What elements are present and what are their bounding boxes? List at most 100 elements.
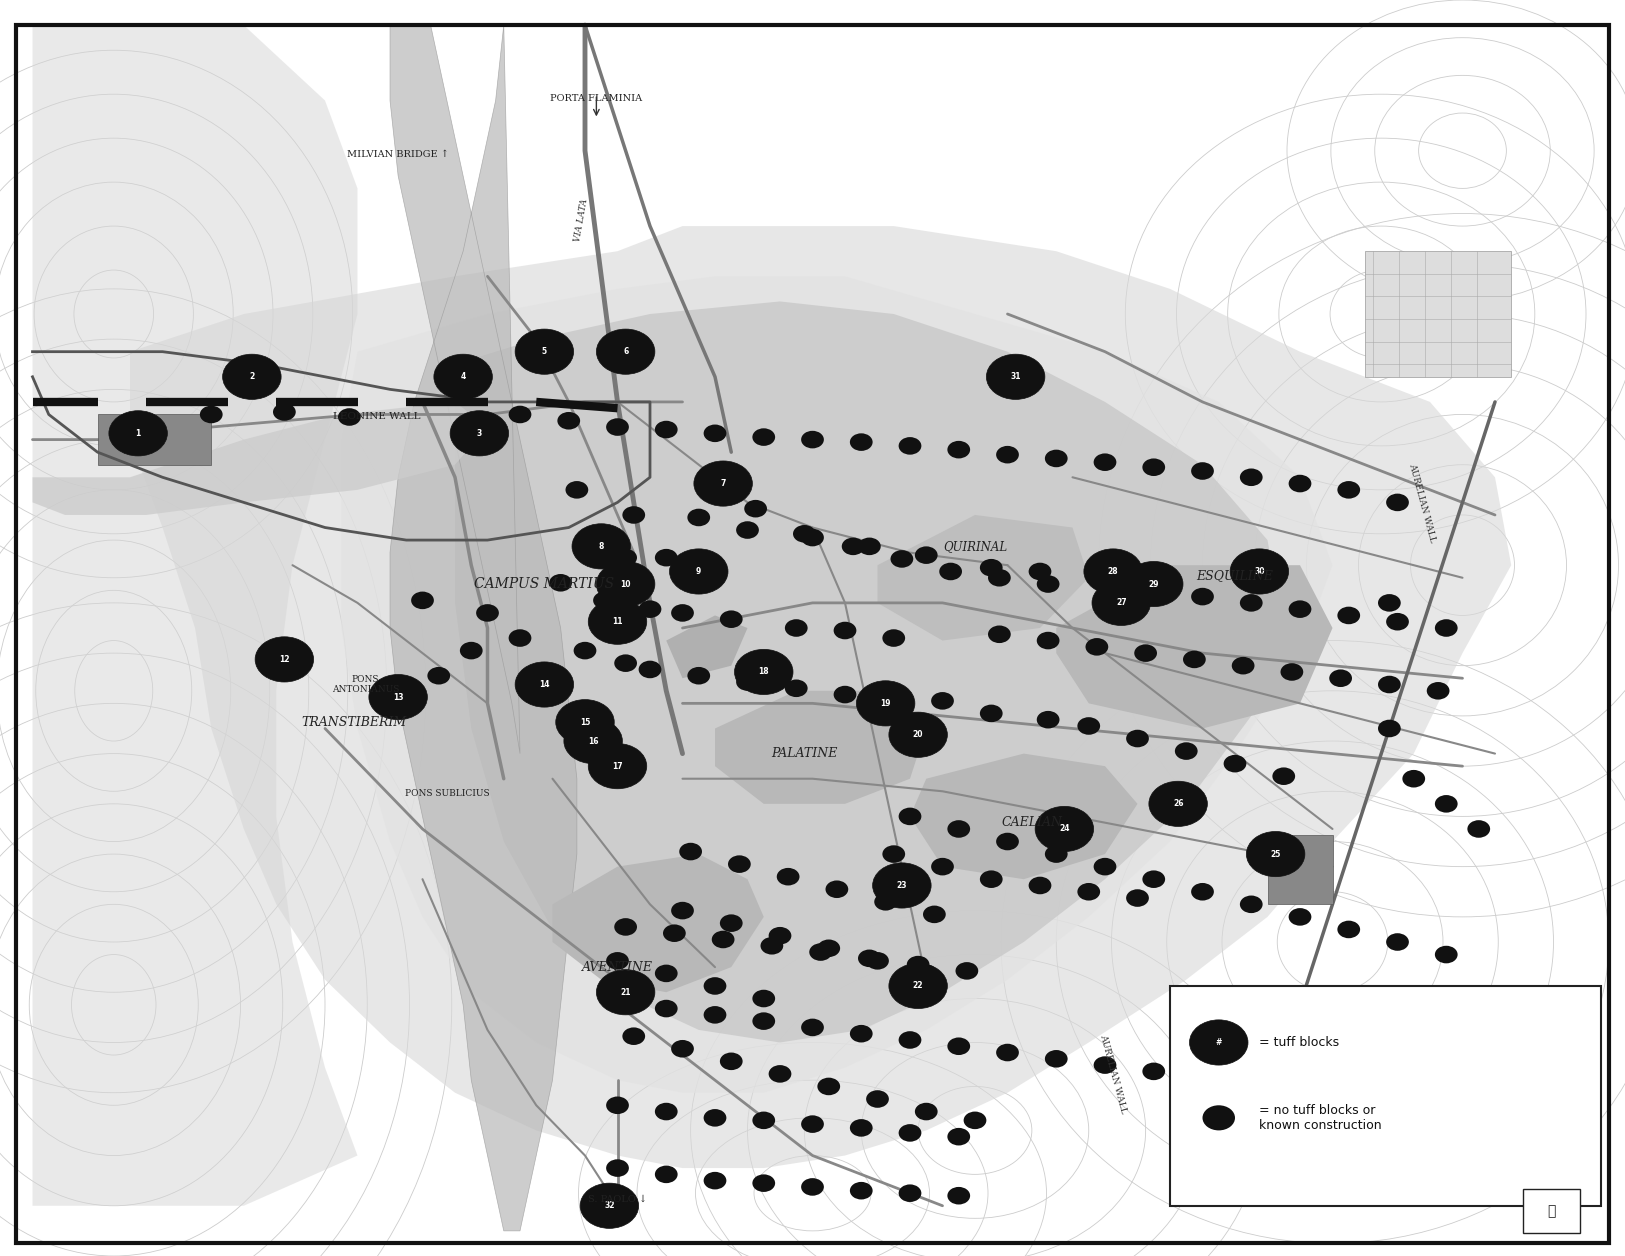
Text: 17: 17 [613, 761, 622, 771]
Circle shape [606, 993, 629, 1011]
Text: 16: 16 [588, 736, 598, 746]
Circle shape [1142, 870, 1165, 888]
Circle shape [858, 950, 881, 967]
Circle shape [622, 1027, 645, 1045]
Circle shape [564, 718, 622, 764]
Polygon shape [666, 615, 748, 678]
Circle shape [1240, 896, 1263, 913]
Circle shape [785, 679, 808, 697]
Circle shape [1094, 453, 1116, 471]
Circle shape [760, 937, 783, 955]
Text: 21: 21 [621, 987, 630, 997]
Circle shape [866, 1090, 889, 1108]
Text: MILVIAN BRIDGE ↑: MILVIAN BRIDGE ↑ [348, 149, 449, 160]
Circle shape [882, 629, 905, 647]
Circle shape [1337, 1088, 1360, 1105]
Circle shape [769, 1065, 791, 1083]
Text: 12: 12 [280, 654, 289, 664]
Circle shape [947, 820, 970, 838]
Circle shape [671, 1040, 694, 1058]
Circle shape [1045, 450, 1068, 467]
Circle shape [1126, 730, 1149, 747]
Circle shape [1240, 468, 1263, 486]
Circle shape [1084, 549, 1142, 594]
Circle shape [655, 1000, 678, 1017]
Circle shape [1386, 494, 1409, 511]
Circle shape [606, 1096, 629, 1114]
Polygon shape [1056, 565, 1332, 728]
Circle shape [752, 1012, 775, 1030]
Circle shape [842, 538, 864, 555]
Circle shape [1094, 858, 1116, 875]
Polygon shape [390, 25, 577, 1231]
Circle shape [1240, 1075, 1263, 1093]
Circle shape [801, 529, 824, 546]
Circle shape [1378, 676, 1401, 693]
Circle shape [255, 637, 314, 682]
Circle shape [1224, 755, 1246, 772]
Text: 7: 7 [720, 479, 726, 489]
Circle shape [744, 500, 767, 517]
Circle shape [834, 622, 856, 639]
Circle shape [1272, 767, 1295, 785]
Circle shape [655, 549, 678, 566]
Circle shape [996, 833, 1019, 850]
Circle shape [1037, 711, 1060, 728]
Circle shape [801, 431, 824, 448]
Text: 5: 5 [541, 347, 548, 357]
Circle shape [1191, 588, 1214, 605]
Text: PONS
ANTONIANUS: PONS ANTONIANUS [332, 674, 400, 695]
Circle shape [980, 559, 1003, 577]
Circle shape [947, 1037, 970, 1055]
Circle shape [1246, 831, 1305, 877]
Text: LEONINE WALL: LEONINE WALL [333, 412, 421, 422]
Circle shape [1086, 638, 1108, 656]
Circle shape [614, 654, 637, 672]
Circle shape [1435, 619, 1458, 637]
Circle shape [1086, 565, 1108, 583]
Circle shape [1191, 883, 1214, 901]
FancyBboxPatch shape [98, 414, 211, 465]
Circle shape [606, 1159, 629, 1177]
Circle shape [734, 649, 793, 695]
Circle shape [1230, 549, 1289, 594]
Circle shape [720, 1053, 743, 1070]
Circle shape [817, 939, 840, 957]
FancyBboxPatch shape [1365, 251, 1511, 377]
Circle shape [1467, 820, 1490, 838]
Circle shape [606, 952, 629, 970]
Circle shape [931, 692, 954, 710]
Circle shape [588, 599, 647, 644]
Circle shape [223, 354, 281, 399]
Text: 13: 13 [393, 692, 403, 702]
Text: 27: 27 [1116, 598, 1126, 608]
Circle shape [834, 686, 856, 703]
Circle shape [1092, 580, 1150, 625]
Circle shape [596, 561, 655, 607]
Text: QUIRINAL: QUIRINAL [942, 540, 1008, 553]
Text: 11: 11 [613, 617, 622, 627]
Text: 23: 23 [897, 880, 907, 891]
Circle shape [1142, 582, 1165, 599]
Circle shape [931, 858, 954, 875]
Text: 24: 24 [1060, 824, 1069, 834]
Text: 32: 32 [604, 1201, 614, 1211]
Circle shape [696, 475, 718, 492]
Circle shape [670, 549, 728, 594]
Text: 19: 19 [881, 698, 891, 708]
Circle shape [1337, 921, 1360, 938]
Circle shape [639, 600, 661, 618]
Text: TRANSTIBERIM: TRANSTIBERIM [302, 716, 406, 728]
Circle shape [1329, 669, 1352, 687]
Circle shape [663, 924, 686, 942]
Circle shape [980, 870, 1003, 888]
Circle shape [996, 446, 1019, 463]
FancyBboxPatch shape [1268, 835, 1332, 904]
Circle shape [588, 744, 647, 789]
Circle shape [889, 963, 947, 1009]
Circle shape [596, 329, 655, 374]
Circle shape [694, 461, 752, 506]
Circle shape [889, 712, 947, 757]
Text: 14: 14 [540, 679, 549, 690]
Circle shape [856, 681, 915, 726]
